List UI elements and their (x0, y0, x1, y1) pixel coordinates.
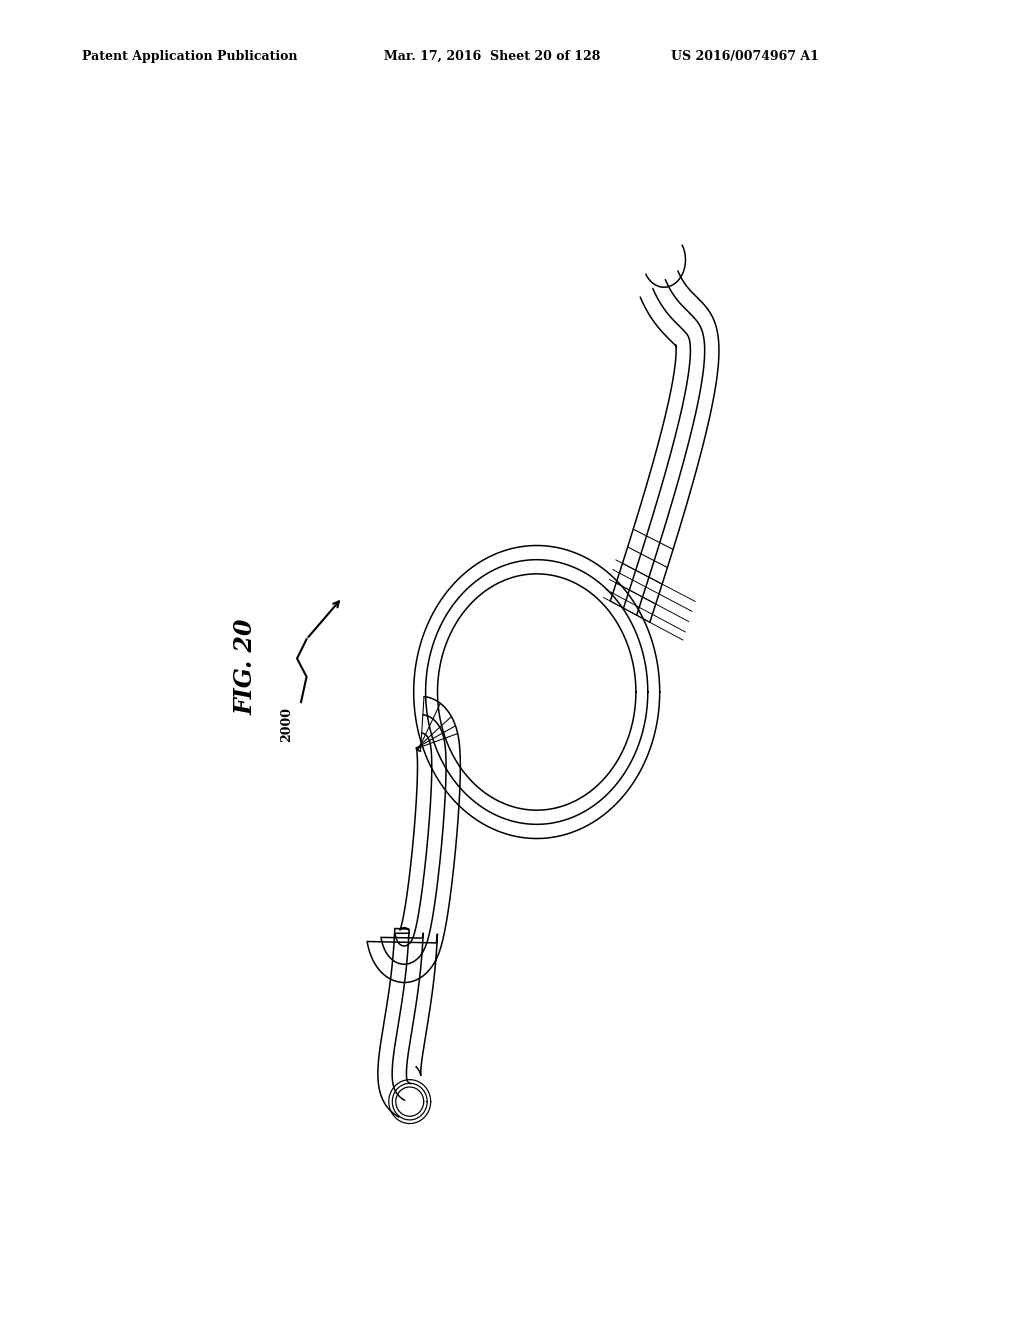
Text: Mar. 17, 2016  Sheet 20 of 128: Mar. 17, 2016 Sheet 20 of 128 (384, 50, 600, 63)
Text: FIG. 20: FIG. 20 (233, 618, 257, 715)
Text: Patent Application Publication: Patent Application Publication (82, 50, 297, 63)
Text: US 2016/0074967 A1: US 2016/0074967 A1 (671, 50, 818, 63)
Text: 2000: 2000 (281, 708, 293, 742)
